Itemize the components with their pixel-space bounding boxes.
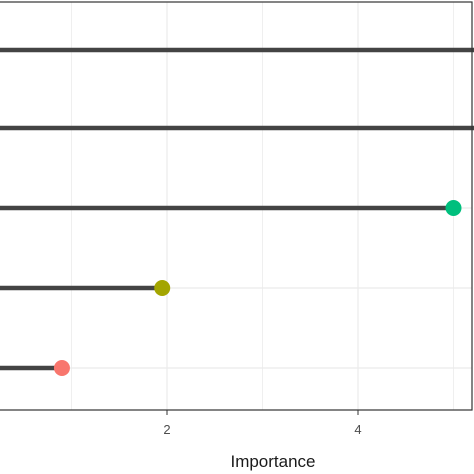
lollipop-dot <box>154 280 171 296</box>
x-tick-label: 4 <box>354 422 361 437</box>
panel-border <box>0 1 473 411</box>
dot-layer <box>53 200 462 376</box>
x-axis-title: Importance <box>230 452 315 471</box>
x-tick-label: 2 <box>163 422 170 437</box>
stick-layer <box>0 47 474 371</box>
lollipop-dot <box>53 360 70 376</box>
lollipop-dot <box>445 200 462 216</box>
